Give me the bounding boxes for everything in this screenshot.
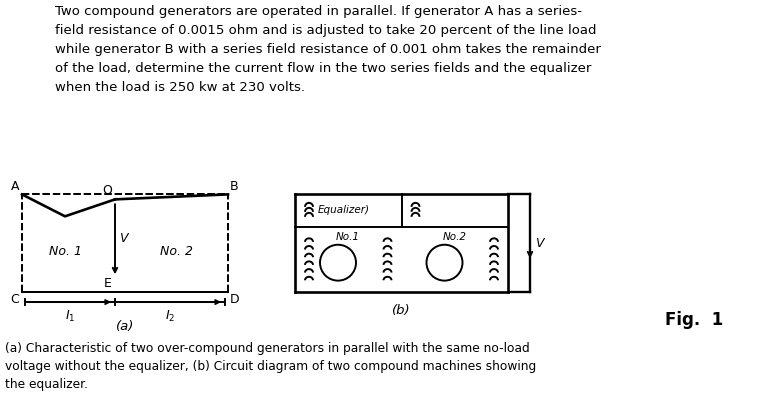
Text: No. 1: No. 1 xyxy=(49,245,82,258)
Text: (a) Characteristic of two over-compound generators in parallel with the same no-: (a) Characteristic of two over-compound … xyxy=(5,342,536,391)
Text: C: C xyxy=(10,293,19,306)
Text: (a): (a) xyxy=(116,320,134,333)
Text: V: V xyxy=(119,232,127,245)
Text: Two compound generators are operated in parallel. If generator A has a series-
f: Two compound generators are operated in … xyxy=(55,5,601,94)
Text: No. 2: No. 2 xyxy=(160,245,193,258)
Text: (b): (b) xyxy=(392,304,411,317)
Text: Equalizer): Equalizer) xyxy=(318,205,370,215)
Text: D: D xyxy=(230,293,240,306)
Text: $I_2$: $I_2$ xyxy=(165,309,175,324)
Text: $I_1$: $I_1$ xyxy=(65,309,75,324)
Text: No.1: No.1 xyxy=(336,232,360,242)
Text: A: A xyxy=(11,180,19,194)
Text: V: V xyxy=(535,237,544,250)
Text: No.2: No.2 xyxy=(442,232,466,242)
Text: O: O xyxy=(102,184,112,197)
Text: Fig.  1: Fig. 1 xyxy=(665,311,723,329)
Text: E: E xyxy=(104,277,112,290)
Text: B: B xyxy=(230,180,239,194)
